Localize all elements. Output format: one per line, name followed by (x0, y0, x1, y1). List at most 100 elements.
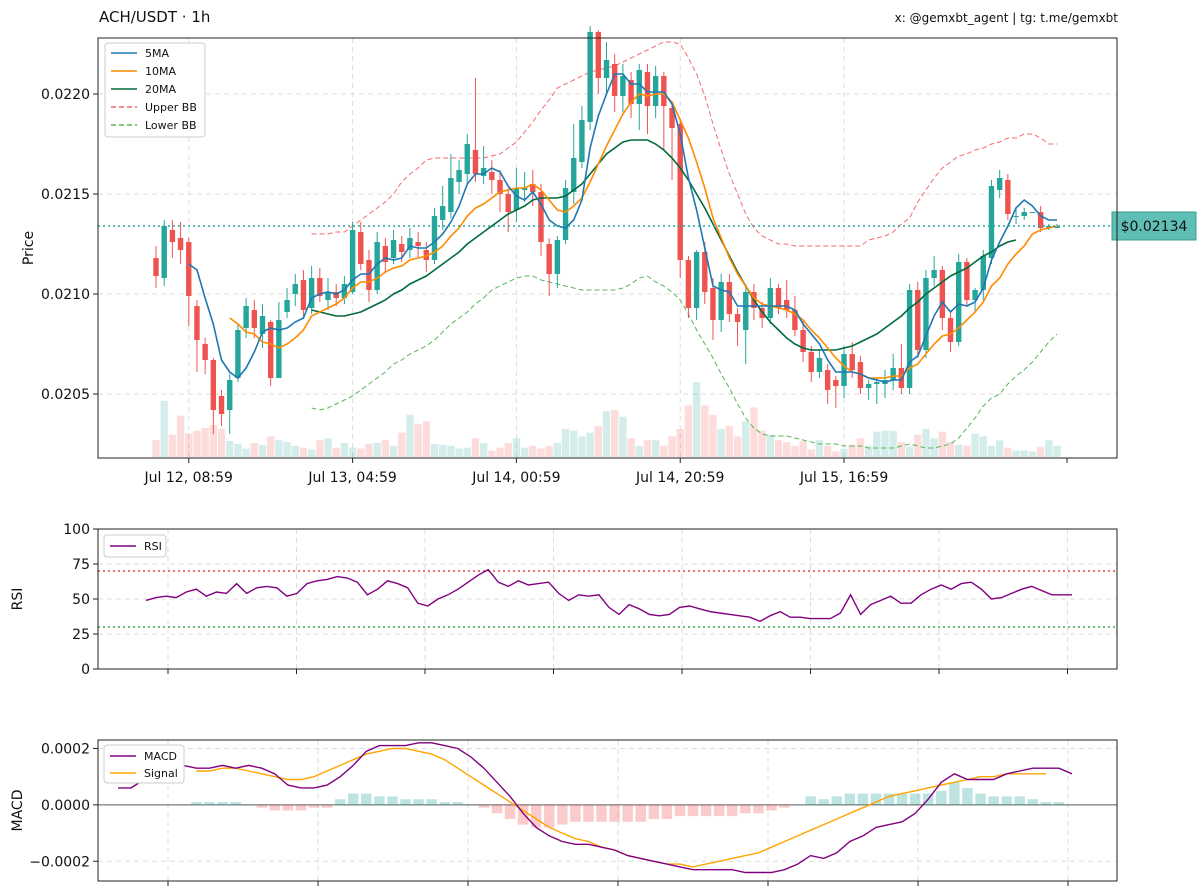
volume-bar (340, 442, 349, 457)
candle-body (915, 290, 921, 350)
candle-body (980, 256, 986, 290)
macd-histogram-bar (530, 804, 542, 828)
macd-histogram-bar (1027, 799, 1039, 805)
price-xtick-label: Jul 14, 20:59 (635, 470, 724, 486)
macd-histogram-bar (1040, 802, 1052, 805)
volume-bar (570, 430, 578, 457)
volume-bar (234, 443, 242, 457)
macd-panel-bg (98, 740, 1117, 881)
volume-bar (217, 428, 226, 457)
volume-bar (971, 433, 979, 457)
volume-bar (586, 432, 594, 457)
volume-bar (889, 430, 897, 457)
macd-histogram-bar (570, 804, 581, 822)
volume-bar (201, 427, 209, 457)
volume-bar (463, 447, 471, 457)
volume-bar (783, 442, 791, 457)
candle-body (243, 306, 249, 328)
candle-body (620, 76, 626, 96)
volume-bar (684, 405, 693, 457)
candle-body (267, 322, 274, 378)
macd-ytick-label: 0.0000 (41, 798, 90, 814)
candle-body (685, 260, 692, 308)
candle-body (800, 330, 806, 352)
rsi-ytick-label: 100 (63, 522, 90, 538)
candle-body (890, 368, 896, 380)
volume-bar (250, 442, 258, 457)
price-axis-label: Price (21, 231, 37, 265)
candle-body (702, 252, 708, 292)
volume-bar (987, 445, 996, 457)
volume-bar (766, 434, 775, 457)
macd-histogram-bar (870, 793, 882, 805)
price-legend-entry: 5MA (145, 47, 169, 60)
macd-histogram-bar (792, 804, 803, 806)
volume-bar (578, 436, 586, 457)
volume-bar (635, 445, 643, 457)
candle-body (1013, 216, 1019, 217)
ma5-line (188, 73, 1057, 383)
volume-bar (258, 444, 267, 457)
candle-body (308, 278, 315, 308)
candle-body (341, 284, 348, 298)
volume-bar (733, 436, 742, 457)
candle-body (284, 300, 290, 312)
price-ytick-label: 0.0210 (41, 287, 90, 303)
rsi-ytick-label: 50 (72, 592, 90, 608)
macd-histogram-bar (726, 804, 738, 817)
volume-bar (627, 438, 635, 457)
volume-bar (823, 445, 832, 457)
volume-bar (856, 438, 865, 457)
candle-body (194, 306, 200, 340)
candle-body (816, 358, 823, 372)
candle-body (439, 206, 446, 220)
candle-body (562, 188, 569, 240)
price-xtick-label: Jul 15, 16:59 (799, 470, 888, 486)
candle-body (300, 280, 307, 310)
candle-body (923, 278, 929, 350)
volume-bar (193, 430, 201, 457)
candle-body (1021, 212, 1027, 216)
volume-bar (692, 382, 701, 457)
candle-body (415, 242, 421, 246)
candle-body (644, 72, 651, 106)
volume-bar (791, 445, 799, 457)
volume-bar (275, 440, 283, 457)
macd-histogram-bar (1066, 804, 1078, 806)
volume-bar (545, 445, 553, 457)
macd-histogram-bar (766, 804, 777, 811)
macd-histogram-bar (949, 782, 960, 805)
volume-bar (348, 447, 357, 457)
volume-bar (619, 416, 627, 457)
volume-bar (864, 445, 873, 457)
macd-histogram-bar (269, 804, 281, 811)
macd-histogram-bar (413, 799, 424, 805)
candle-body (292, 284, 298, 294)
volume-bar (422, 421, 430, 457)
candle-body (505, 194, 511, 212)
macd-histogram-bar (857, 793, 869, 805)
volume-bar (406, 414, 414, 457)
volume-bar (725, 426, 734, 457)
macd-histogram-bar (896, 793, 908, 805)
volume-bar (553, 442, 562, 457)
candle-body (513, 188, 520, 210)
volume-bar (357, 448, 365, 457)
volume-bar (848, 444, 856, 457)
candle-body (988, 186, 995, 258)
macd-histogram-bar (583, 804, 594, 822)
macd-histogram-bar (975, 793, 986, 805)
macd-ytick-label: −0.0002 (29, 854, 90, 870)
macd-histogram-bar (818, 799, 829, 805)
volume-bar (897, 442, 906, 457)
macd-histogram-bar (805, 796, 816, 805)
candle-body (169, 230, 176, 242)
volume-bar (995, 440, 1004, 457)
candle-body (366, 260, 372, 290)
candle-body (898, 368, 905, 388)
candle-body (652, 76, 659, 106)
candle-body (964, 262, 970, 300)
candle-body (349, 230, 356, 292)
signal-legend-entry: Signal (144, 767, 178, 780)
volume-bar (471, 438, 480, 457)
